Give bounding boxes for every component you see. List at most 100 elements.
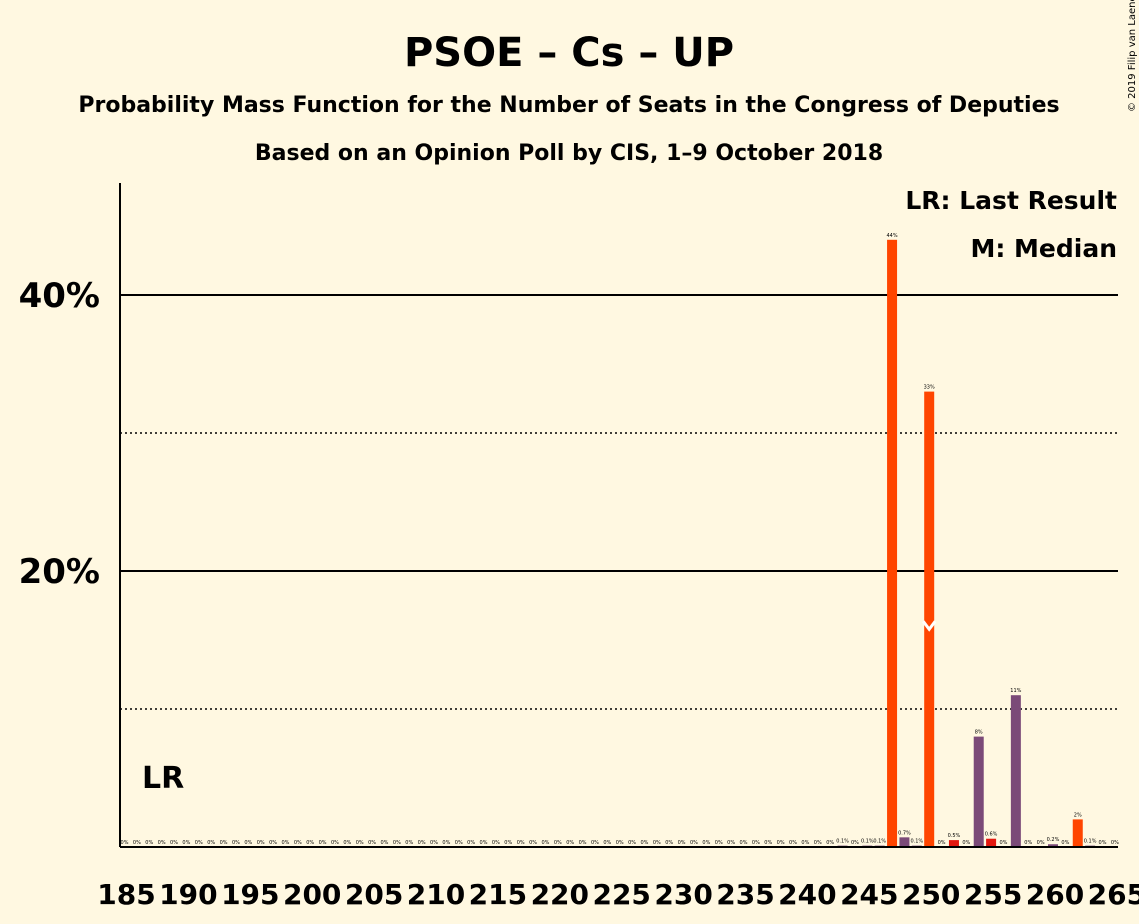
legend-last-result: LR: Last Result	[905, 186, 1117, 215]
x-tick-labels: 185 190 195 200 205 210 215 220 225 230 235 240 245 2…	[97, 878, 1139, 911]
bar-value-label: 0%	[393, 840, 401, 846]
x-tick-label: 205	[345, 878, 403, 911]
bar-value-label: 0%	[640, 840, 648, 846]
bar-labels: 0% 0% 0% 0% 0% 0% 0% 0% 0% 0% 0% 0% 0% 0% 0% 0% 0% 0% 0% 0%…	[121, 233, 1120, 846]
bar-value-label: 0%	[826, 840, 834, 846]
x-tick-label: 225	[592, 878, 650, 911]
bar-value-label: 0%	[492, 840, 500, 846]
bar-value-label: 0%	[244, 840, 252, 846]
bar-value-label: 0%	[257, 840, 265, 846]
bar-value-label: 0%	[665, 840, 673, 846]
x-tick-label: 210	[407, 878, 465, 911]
x-tick-label: 195	[221, 878, 279, 911]
bar-value-label: 0%	[207, 840, 215, 846]
bar-value-label: 0%	[467, 840, 475, 846]
bar-value-label: 0%	[1000, 840, 1008, 846]
bar-value-label: 0%	[1061, 840, 1069, 846]
y-tick-label: 20%	[19, 552, 100, 592]
bar-value-label: 0%	[653, 840, 661, 846]
bar-value-label: 0%	[381, 840, 389, 846]
bar-value-label: 0%	[715, 840, 723, 846]
x-tick-label: 190	[159, 878, 217, 911]
y-tick-labels: 20% 40%	[19, 276, 100, 592]
x-tick-label: 265	[1088, 878, 1139, 911]
bar-value-label: 0.1%	[910, 839, 923, 845]
bar-value-label: 0.7%	[898, 830, 911, 836]
bar-value-label: 0%	[368, 840, 376, 846]
bar-value-label: 0%	[442, 840, 450, 846]
bar-value-label: 0%	[616, 840, 624, 846]
bar-value-label: 0%	[529, 840, 537, 846]
bar-value-label: 0.1%	[873, 839, 886, 845]
bar-value-label: 0%	[702, 840, 710, 846]
bar-value-label: 0%	[269, 840, 277, 846]
x-tick-label: 245	[840, 878, 898, 911]
bar-value-label: 0%	[628, 840, 636, 846]
bar-value-label: 0%	[405, 840, 413, 846]
x-tick-label: 220	[531, 878, 589, 911]
bar-value-label: 0%	[121, 840, 129, 846]
x-tick-label: 250	[902, 878, 960, 911]
bar-value-label: 0%	[579, 840, 587, 846]
bar-value-label: 0%	[566, 840, 574, 846]
bar-value-label: 0%	[938, 840, 946, 846]
bar-value-label: 0%	[430, 840, 438, 846]
gridlines	[120, 294, 1118, 710]
bar	[986, 838, 997, 847]
bar-value-label: 0%	[727, 840, 735, 846]
bar-value-label: 0%	[319, 840, 327, 846]
bar-value-label: 11%	[1010, 688, 1021, 694]
bar-value-label: 0%	[1037, 840, 1045, 846]
bar-value-label: 0%	[801, 840, 809, 846]
bar-value-label: 0.1%	[1084, 839, 1097, 845]
bar-value-label: 0%	[220, 840, 228, 846]
bar-value-label: 0%	[182, 840, 190, 846]
bar-value-label: 0.1%	[836, 839, 849, 845]
bar	[899, 837, 910, 847]
bar-value-label: 0%	[690, 840, 698, 846]
bar	[973, 736, 984, 847]
bar-value-label: 0%	[343, 840, 351, 846]
bar-value-label: 0%	[356, 840, 364, 846]
bar-value-label: 0%	[962, 840, 970, 846]
bar-value-label: 0%	[517, 840, 525, 846]
bar-value-label: 0%	[133, 840, 141, 846]
legend-median: M: Median	[970, 234, 1117, 263]
bar-value-label: 0%	[1111, 840, 1119, 846]
bar-value-label: 33%	[924, 385, 935, 391]
bar-value-label: 0%	[145, 840, 153, 846]
bar-value-label: 0%	[554, 840, 562, 846]
bar-value-label: 8%	[975, 730, 983, 736]
x-tick-label: 215	[469, 878, 527, 911]
x-tick-label: 240	[778, 878, 836, 911]
bar-value-label: 0.5%	[948, 833, 961, 839]
x-tick-label: 260	[1026, 878, 1084, 911]
bar-value-label: 0.6%	[985, 832, 998, 838]
bars	[837, 239, 1096, 848]
bar-value-label: 0.2%	[1047, 837, 1060, 843]
bar-value-label: 0%	[158, 840, 166, 846]
bar-value-label: 0%	[480, 840, 488, 846]
axes	[119, 183, 1118, 848]
bar-value-label: 0%	[1099, 840, 1107, 846]
bar	[924, 391, 935, 847]
bar	[1072, 819, 1083, 847]
copyright-notice: © 2019 Filip van Laenen	[1127, 0, 1138, 112]
bar-value-label: 0%	[740, 840, 748, 846]
bar-value-label: 2%	[1074, 812, 1082, 818]
bar-value-label: 0%	[232, 840, 240, 846]
bar-value-label: 0%	[591, 840, 599, 846]
bar-value-label: 0%	[814, 840, 822, 846]
bar-value-label: 0%	[418, 840, 426, 846]
bar-value-label: 0%	[789, 840, 797, 846]
chart-subtitle-poll: Based on an Opinion Poll by CIS, 1–9 Oct…	[255, 141, 883, 166]
bar	[1048, 844, 1058, 847]
bar-value-label: 0%	[331, 840, 339, 846]
bar-value-label: 0%	[1024, 840, 1032, 846]
bar-value-label: 0%	[541, 840, 549, 846]
last-result-label: LR	[142, 761, 184, 796]
x-tick-label: 230	[654, 878, 712, 911]
bar-value-label: 0%	[455, 840, 463, 846]
x-tick-label: 255	[964, 878, 1022, 911]
chart-subtitle: Probability Mass Function for the Number…	[78, 93, 1059, 118]
